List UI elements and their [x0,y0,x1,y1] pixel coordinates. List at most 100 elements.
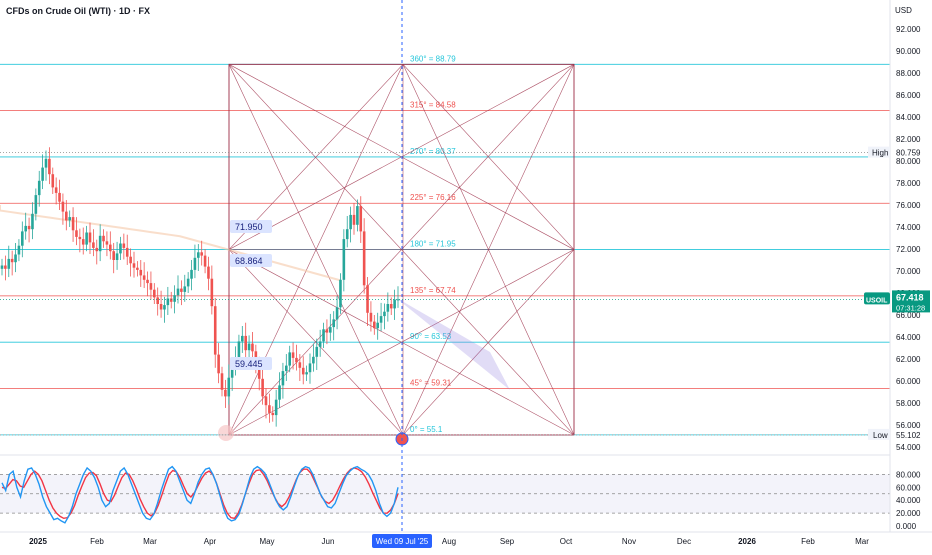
candle-body [4,265,7,269]
time-tick-label: Dec [677,537,691,546]
candle-body [200,252,203,256]
stochastic-k-line [1,465,399,524]
gann-level-label: 90° = 63.53 [410,332,452,341]
candle-body [129,256,132,264]
candle-body [213,306,217,355]
candle-body [24,225,27,232]
stochastic-tick-label: 60.000 [896,483,921,492]
annotation-label: 59.445 [235,359,263,369]
high-tag [868,146,890,158]
candle-body [109,244,112,252]
candle-body [386,304,390,312]
candle-body [352,214,356,225]
annotation-box [230,220,272,233]
candle-body [119,243,122,254]
price-tick-label: 90.000 [896,47,921,56]
candle-body [75,230,78,237]
gann-star-line [402,64,575,250]
time-cursor-tag [372,534,432,548]
candle-body [193,257,197,270]
candle-body [217,354,220,374]
low-tag-label: Low [873,431,888,440]
candle-body [17,245,21,255]
candle-body [210,278,214,307]
candle-body [281,371,285,386]
price-tick-label: 88.000 [896,69,921,78]
price-tick-label: 92.000 [896,25,921,34]
price-tick-label: 80.000 [896,157,921,166]
time-tick-label: Mar [143,537,157,546]
candle-body [41,167,44,181]
candle-body [366,285,369,313]
candle-body [247,343,251,351]
candle-body [345,229,349,240]
candle-body [329,327,332,333]
candle-body [257,366,261,379]
time-tick-label: Aug [442,537,456,546]
price-tick-label: 70.000 [896,267,921,276]
price-tick-label: 86.000 [896,91,921,100]
annotation-box [230,357,272,370]
chart-title: CFDs on Crude Oil (WTI) · 1D · FX [6,6,150,16]
candle-body [102,235,105,242]
candle-body [356,206,359,225]
candle-body [315,346,319,357]
gann-level-label: 135° = 67.74 [410,286,456,295]
candle-body [71,217,75,231]
candle-body [149,283,153,290]
time-tick-label: Oct [560,537,573,546]
symbol-tag [864,292,890,305]
candle-body [332,319,335,328]
candle-body [14,254,17,263]
candle-body [88,232,92,243]
gann-level-label: 225° = 76.16 [410,193,456,202]
candle-body [37,180,41,196]
candle-body [244,335,247,351]
candle-body [146,279,149,284]
candle-body [197,252,200,258]
candle-body [125,247,129,257]
candle-body [0,265,4,269]
time-tick-label: Sep [500,537,515,546]
candle-body [98,235,102,252]
candle-body [291,352,295,358]
annotation-label: 71.950 [235,222,263,232]
candle-body [227,377,231,397]
candle-body [61,201,65,212]
annotation-box [230,254,272,267]
candle-body [186,278,190,287]
candle-body [10,258,14,263]
candle-body [159,304,163,310]
candle-body [112,251,115,260]
time-tick-label: May [259,537,274,546]
gann-star-line [228,249,404,436]
countdown-label: 07:31:28 [896,303,925,312]
currency-label: USD [895,6,912,15]
stochastic-tick-label: 80.000 [896,470,921,479]
high-tag-label: High [872,149,888,158]
candle-body [241,335,244,342]
gann-level-label: 45° = 59.31 [410,379,452,388]
time-tick-label: 2026 [738,537,756,546]
price-axis [890,0,932,550]
candle-body [264,396,268,406]
time-tick-label: Apr [204,537,217,546]
last-price-tag [892,290,930,313]
candle-body [278,385,281,400]
candle-body [220,373,224,390]
candle-body [271,412,275,416]
candle-body [166,298,170,306]
candle-body [298,362,302,368]
candle-body [207,266,210,279]
candle-body [153,289,156,298]
candle-body [34,195,38,214]
candle-body [173,295,176,302]
candle-body [285,365,288,372]
candle-body [51,174,55,188]
candle-body [54,187,58,193]
candle-body [230,365,234,378]
candle-body [27,225,31,230]
candle-body [251,343,254,352]
